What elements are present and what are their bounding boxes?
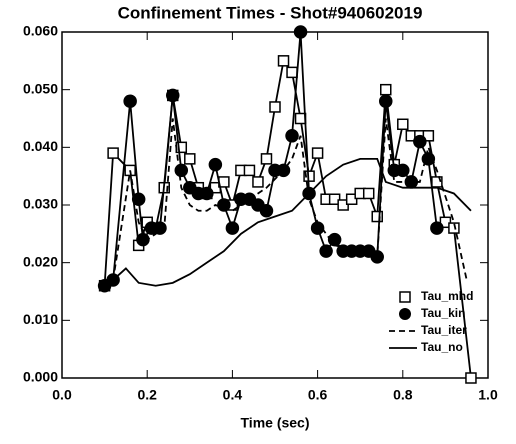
y-tick-label: 0.040 bbox=[23, 138, 58, 154]
y-tick-label: 0.060 bbox=[23, 23, 58, 39]
marker-square bbox=[260, 153, 273, 165]
x-tick-label: 0.6 bbox=[308, 387, 328, 403]
legend-label: Tau_kin bbox=[421, 306, 465, 320]
x-tick-label: 0.8 bbox=[393, 387, 413, 403]
marker-circle bbox=[285, 129, 299, 143]
marker-square bbox=[107, 147, 119, 159]
x-axis-label: Time (sec) bbox=[241, 415, 310, 431]
x-tick-label: 0.2 bbox=[137, 387, 157, 403]
y-tick-label: 0.020 bbox=[23, 253, 58, 269]
marker-circle bbox=[123, 94, 137, 108]
marker-square bbox=[184, 153, 196, 165]
x-tick-label: 0.0 bbox=[52, 387, 72, 403]
marker-square bbox=[337, 199, 349, 211]
series-line bbox=[104, 157, 472, 287]
y-tick-label: 0.030 bbox=[23, 196, 58, 212]
marker-square bbox=[277, 55, 290, 67]
legend-marker bbox=[399, 308, 411, 320]
marker-square bbox=[269, 101, 281, 113]
marker-circle bbox=[310, 221, 325, 235]
series-line bbox=[104, 118, 468, 287]
y-tick-label: 0.010 bbox=[23, 311, 58, 327]
legend-label: Tau_iter bbox=[421, 323, 467, 337]
marker-circle bbox=[136, 232, 150, 247]
marker-square bbox=[371, 210, 383, 223]
series-line bbox=[103, 58, 472, 379]
chart-title: Confinement Times - Shot#940602019 bbox=[118, 3, 423, 22]
y-tick-label: 0.000 bbox=[23, 369, 58, 385]
x-tick-label: 1.0 bbox=[478, 387, 498, 403]
marker-circle bbox=[396, 163, 410, 178]
marker-circle bbox=[166, 88, 180, 103]
marker-square bbox=[311, 147, 324, 159]
y-tick-label: 0.050 bbox=[23, 80, 58, 96]
marker-square bbox=[465, 372, 477, 384]
marker-square bbox=[286, 66, 298, 79]
legend-marker bbox=[399, 291, 411, 303]
marker-square bbox=[397, 118, 409, 131]
marker-circle bbox=[208, 157, 223, 172]
marker-square bbox=[380, 83, 392, 96]
marker-square bbox=[243, 164, 256, 177]
marker-square bbox=[362, 187, 375, 200]
marker-square bbox=[252, 176, 264, 188]
marker-circle bbox=[413, 134, 427, 149]
marker-circle bbox=[225, 221, 240, 235]
legend-label: Tau_mhd bbox=[421, 289, 473, 303]
x-tick-label: 0.4 bbox=[223, 387, 243, 403]
marker-circle bbox=[174, 163, 189, 178]
marker-circle bbox=[430, 221, 444, 235]
marker-circle bbox=[319, 244, 333, 258]
marker-square bbox=[422, 130, 435, 142]
marker-circle bbox=[259, 204, 274, 218]
marker-square bbox=[439, 216, 452, 229]
marker-circle bbox=[379, 94, 393, 108]
marker-circle bbox=[153, 221, 167, 235]
legend-label: Tau_no bbox=[421, 340, 463, 354]
marker-circle bbox=[293, 25, 308, 39]
marker-square bbox=[328, 193, 341, 205]
marker-square bbox=[345, 193, 358, 205]
marker-square bbox=[448, 222, 460, 234]
marker-circle bbox=[200, 186, 214, 201]
